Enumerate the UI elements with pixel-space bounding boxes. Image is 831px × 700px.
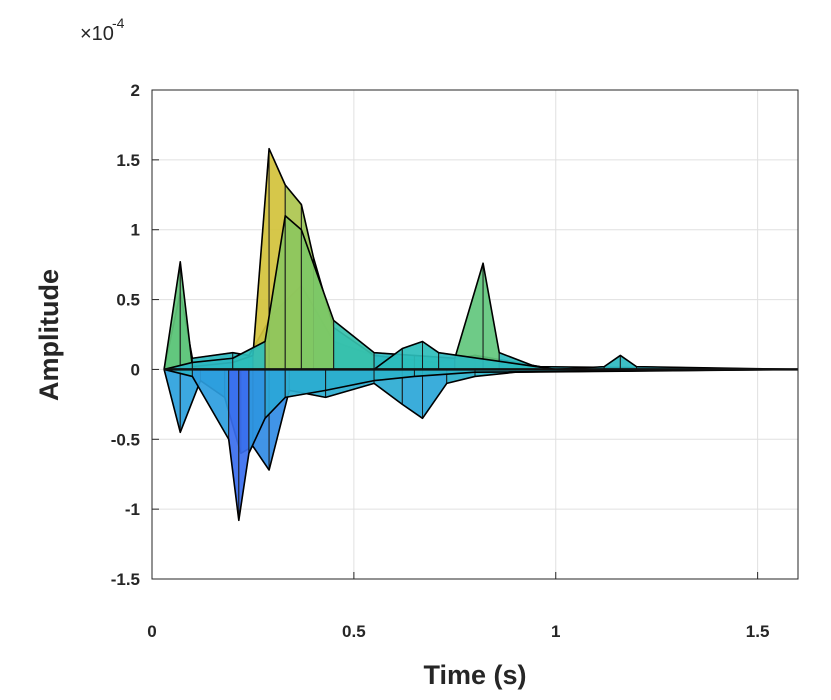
surface-patch xyxy=(284,215,302,370)
y-tick-label: 2 xyxy=(131,81,140,100)
y-tick-label: 1 xyxy=(131,221,140,240)
y-tick-label: -1.5 xyxy=(111,570,140,589)
x-tick-label: 0 xyxy=(147,622,156,641)
y-tick-label: 0 xyxy=(131,360,140,379)
y-multiplier-exponent: -4 xyxy=(112,15,125,31)
x-tick-label: 1.5 xyxy=(746,622,770,641)
y-tick-label: 1.5 xyxy=(116,151,140,170)
y-multiplier-base: ×10 xyxy=(80,23,114,45)
series-4 xyxy=(163,368,799,522)
x-axis-label: Time (s) xyxy=(423,660,526,690)
y-tick-label: -1 xyxy=(125,500,140,519)
tick-labels: 0 0.5 1 1.5 2 1.5 1 0.5 0 -0.5 -1 -1.5 xyxy=(111,81,770,641)
ticks xyxy=(151,89,759,580)
series-line xyxy=(163,368,799,522)
x-tick-label: 1 xyxy=(551,622,560,641)
y-axis-label: Amplitude xyxy=(34,269,64,401)
series-line xyxy=(164,340,799,371)
x-tick-label: 0.5 xyxy=(342,622,366,641)
y-tick-label: -0.5 xyxy=(111,430,140,449)
plot-area xyxy=(163,147,799,522)
y-tick-label: 0.5 xyxy=(116,291,140,310)
axes-box xyxy=(151,89,799,580)
series-line xyxy=(163,214,799,371)
